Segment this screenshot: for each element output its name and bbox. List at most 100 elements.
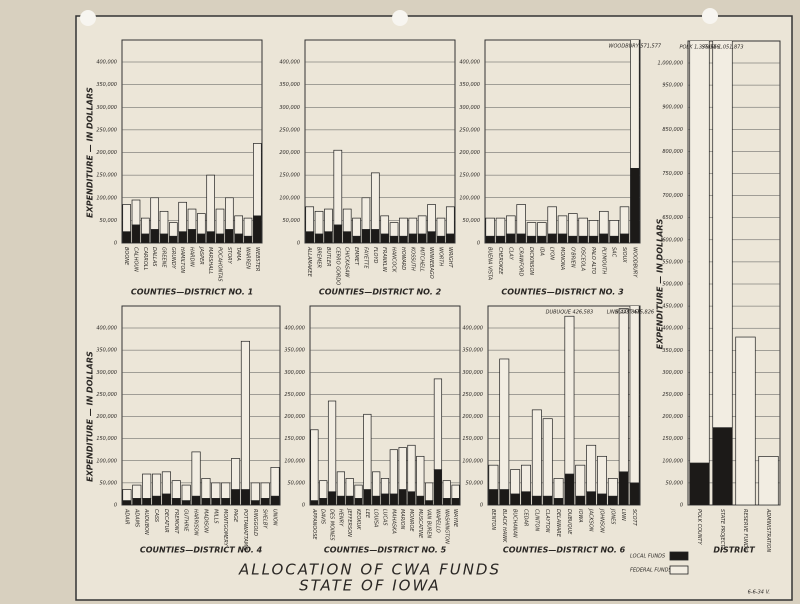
x-tick-label: JONES	[609, 508, 615, 525]
panel-title: COUNTIES—DISTRICT NO. 2	[319, 288, 442, 297]
panel-title: DISTRICT	[713, 546, 755, 555]
bar-segment	[221, 482, 231, 499]
x-tick-label: MITCHELL	[419, 247, 425, 272]
y-tick-label: 150,000	[462, 436, 483, 442]
bar-segment	[630, 40, 640, 169]
bar-segment	[537, 235, 547, 243]
plot-frame	[484, 39, 641, 244]
x-tick-label: POCAHONTAS	[217, 247, 223, 282]
bar-segment	[407, 491, 416, 505]
y-tick-label: 150,000	[279, 173, 300, 179]
y-tick-label: 350,000	[96, 348, 117, 354]
x-tick-label: LYON	[549, 247, 555, 260]
y-tick-label: 500,000	[662, 282, 683, 288]
bar-segment	[488, 464, 499, 490]
x-tick-label: PLYMOUTH	[600, 247, 606, 274]
bar-segment	[327, 491, 337, 505]
y-tick-label: 400,000	[279, 60, 300, 66]
bar-segment	[342, 231, 352, 243]
x-tick-label: WORTH	[437, 247, 443, 266]
bar-segment	[191, 495, 201, 505]
bar-segment	[372, 471, 381, 497]
x-tick-label: DALLAS	[151, 247, 157, 267]
y-tick-label: 200,000	[662, 414, 683, 420]
bar-segment	[495, 217, 506, 237]
x-tick-label: PALO ALTO	[590, 247, 596, 274]
bar-segment	[131, 199, 141, 226]
bar-segment	[389, 222, 399, 237]
legend-label: LOCAL FUNDS	[630, 554, 666, 560]
bar-segment	[575, 464, 586, 497]
bars	[122, 143, 262, 243]
bar-segment	[240, 489, 250, 505]
panel-title: COUNTIES—DISTRICT NO. 1	[131, 288, 253, 297]
bar-segment	[260, 482, 270, 499]
bar-segment	[314, 233, 324, 243]
main-subtitle: STATE OF IOWA	[299, 577, 441, 595]
bar-segment	[399, 217, 408, 237]
bar-segment	[451, 498, 460, 505]
x-tick-label: ADMINISTRATION	[765, 508, 771, 552]
x-tick-label: MUSCATINE	[417, 509, 423, 539]
x-tick-label: IOWA	[577, 509, 583, 523]
bar-segment	[234, 215, 243, 235]
x-tick-label: BOONE	[123, 247, 129, 266]
bar-segment	[630, 167, 640, 243]
bar-segment	[336, 471, 345, 497]
y-tick-label: 350,000	[279, 82, 300, 88]
bar-segment	[578, 217, 588, 237]
x-tick-label: POTTAWATTAMIE	[242, 509, 248, 552]
bar-segment	[516, 204, 526, 235]
x-tick-label: DICKINSON	[528, 247, 534, 275]
bar-segment	[370, 229, 380, 243]
x-tick-label: DECATUR	[163, 509, 169, 533]
y-tick-label: 50,000	[463, 218, 481, 224]
y-tick-label: 50,000	[666, 480, 684, 486]
x-tick-label: CLAY	[507, 247, 513, 261]
panel-title: COUNTIES—DISTRICT NO. 3	[501, 288, 624, 297]
x-tick-label: STATE PROJECTS	[719, 509, 725, 551]
bar-segment	[531, 409, 542, 497]
bar-segment	[557, 233, 568, 243]
x-tick-label: CERRO GORDO	[334, 247, 340, 285]
bar-segment	[445, 233, 455, 243]
x-tick-label: AUDUBON	[143, 508, 149, 535]
bar-segment	[607, 495, 618, 505]
annotation: STATE 1,051,873	[701, 45, 743, 51]
bar-segment	[305, 206, 315, 233]
punch-hole	[702, 8, 718, 24]
bar-segment	[442, 498, 451, 505]
y-tick-label: 0	[302, 503, 305, 509]
bar-segment	[553, 498, 564, 505]
x-tick-label: HANCOCK	[391, 247, 397, 273]
x-tick-label: ADAIR	[123, 508, 129, 525]
x-tick-label: ADAMS	[133, 508, 139, 528]
x-tick-label: LINN	[620, 509, 626, 521]
x-tick-label: SIOUX	[621, 247, 627, 263]
bar-segment	[599, 210, 609, 235]
bar-segment	[547, 206, 557, 235]
x-tick-label: LUCAS	[382, 509, 388, 526]
y-tick-label: 0	[114, 503, 117, 509]
bar-segment	[319, 480, 328, 499]
bar-segment	[336, 495, 345, 505]
y-tick-label: 750,000	[662, 171, 683, 177]
bar-segment	[526, 235, 537, 243]
bar-segment	[618, 308, 629, 473]
legend-label: FEDERAL FUNDS	[630, 568, 672, 574]
x-tick-label: EMMET	[353, 247, 359, 266]
x-tick-label: TAMA	[235, 247, 241, 261]
x-tick-label: BUCHANAN	[512, 509, 518, 538]
bar-segment	[495, 235, 506, 243]
bar-segment	[352, 217, 361, 237]
bar-segment	[433, 378, 443, 470]
x-tick-label: CHICKASAW	[344, 247, 350, 278]
y-tick-label: 200,000	[284, 414, 305, 420]
bar-segment	[132, 498, 142, 505]
bar-segment	[380, 215, 390, 235]
bar-segment	[171, 498, 181, 505]
y-tick-label: 550,000	[662, 259, 683, 265]
bar-segment	[531, 495, 542, 505]
bar-segment	[122, 500, 132, 505]
bar-segment	[206, 231, 215, 243]
